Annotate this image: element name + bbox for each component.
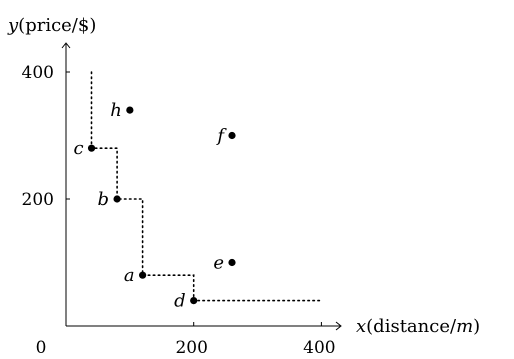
staircase-line [90,71,323,302]
y-axis-label: y(price/$) [7,15,96,36]
x-axis-label-text: (distance/ [366,316,457,337]
point-a [139,271,147,279]
y-tick-label: 200 [22,190,54,210]
axes: y(price/$) x(distance/m) [7,15,480,337]
x-axis-arrow [335,321,342,331]
point-b [113,195,121,203]
y-ticks: 200 400 [22,63,70,210]
point-label-d: d [174,291,186,312]
point-c [87,144,96,152]
x-tick-label: 0 [36,338,47,358]
point-label-f: f [215,126,227,147]
point-label-h: h [110,100,122,121]
x-tick-label: 200 [175,338,207,358]
x-axis-label-close: ) [473,316,480,337]
staircase-frontier [90,71,323,302]
x-ticks: 0 200 400 [36,322,336,358]
y-axis-arrow [61,42,71,49]
point-f [228,131,236,140]
point-h [126,106,134,114]
x-tick-label: 400 [303,338,335,358]
y-axis-var: y [7,15,19,36]
point-label-a: a [124,265,135,286]
x-axis-var: x [356,316,366,337]
point-e [228,258,236,267]
data-points: a b c d e f h [73,100,236,312]
point-label-b: b [98,189,110,210]
y-axis-label-text: (price/$) [18,15,96,36]
y-tick-label: 400 [22,63,54,83]
x-axis-label: x(distance/m) [356,316,480,337]
x-axis-unit: m [456,316,473,337]
point-label-c: c [73,138,83,159]
point-label-e: e [213,253,224,274]
point-d [190,297,198,305]
